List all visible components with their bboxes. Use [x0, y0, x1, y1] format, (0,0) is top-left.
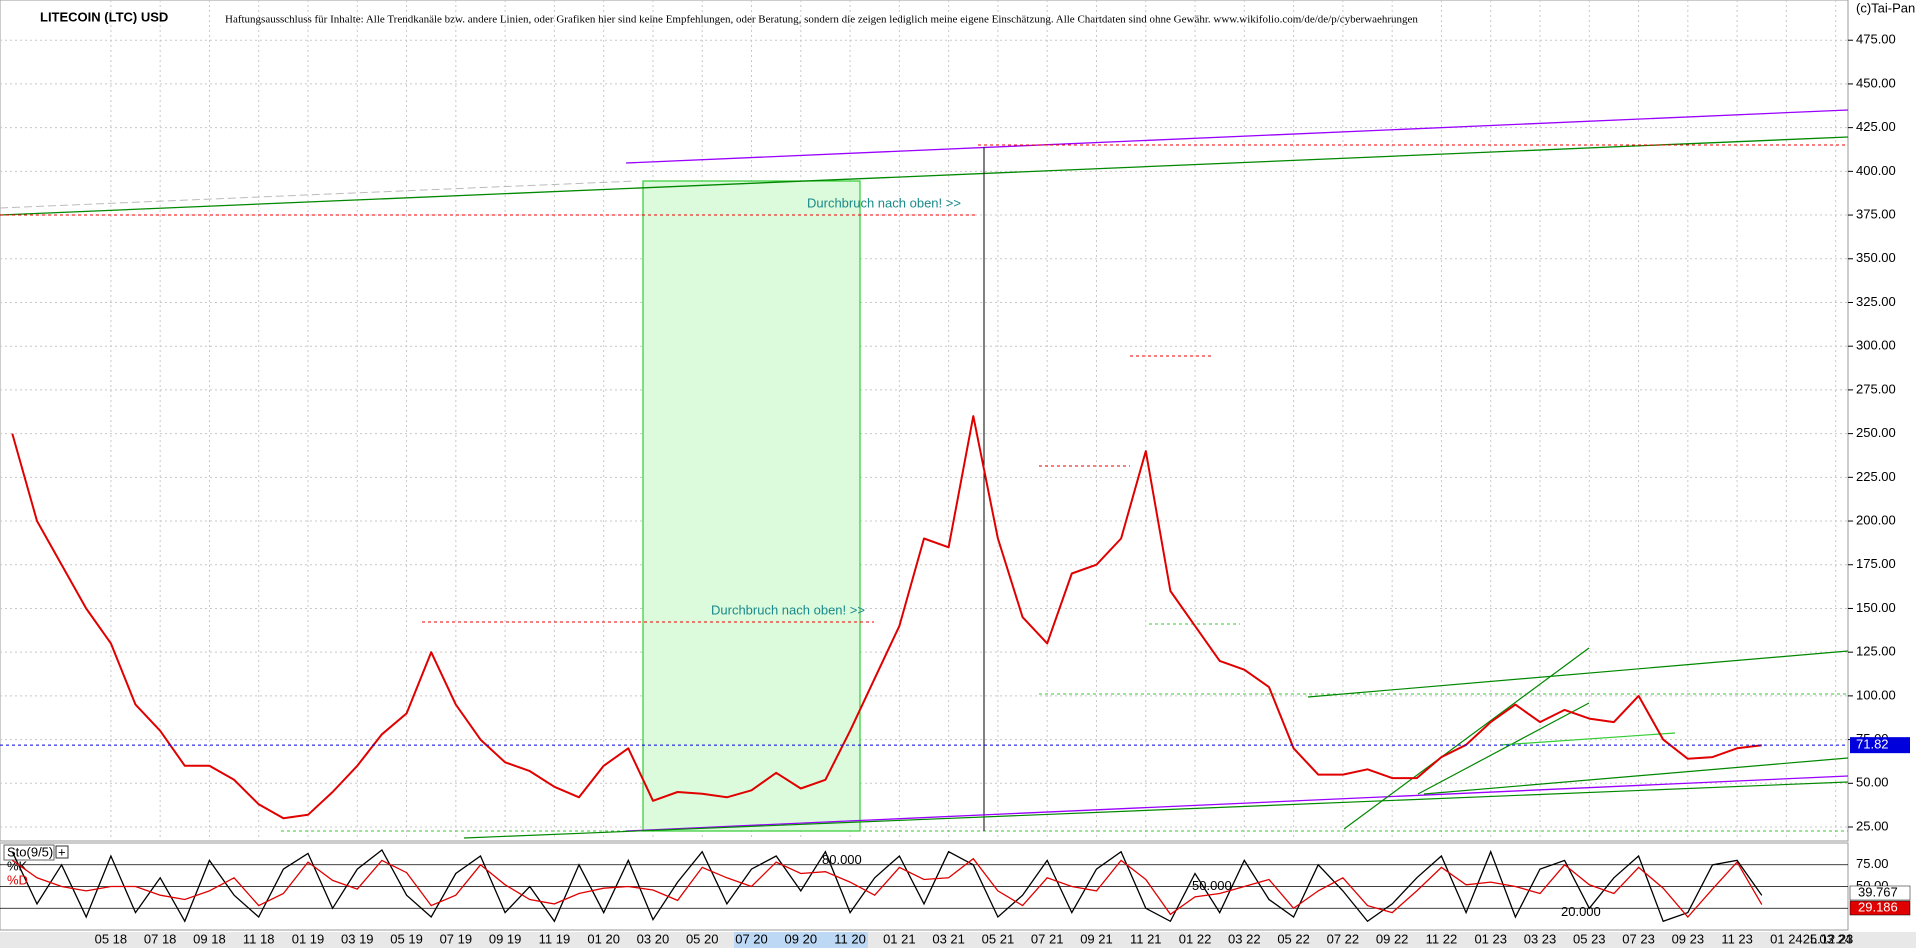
x-tick-label: 03 24: [1819, 931, 1852, 946]
scale-mark: L: [1810, 931, 1817, 946]
trend-line: [0, 136, 1849, 216]
add-icon[interactable]: +: [58, 844, 66, 859]
y-tick-label: 350.00: [1856, 250, 1896, 265]
x-tick-label: 07 23: [1622, 931, 1655, 946]
x-tick-label: 01 23: [1474, 931, 1507, 946]
x-tick-label: 05 22: [1277, 931, 1310, 946]
x-tick-label: 05 21: [982, 931, 1015, 946]
osc-level-label: 20.000: [1561, 904, 1601, 919]
osc-tick-label: 75.00: [1856, 856, 1889, 871]
chart-title: LITECOIN (LTC) USD: [40, 9, 168, 24]
x-tick-label: 09 20: [785, 931, 818, 946]
osc-line: [11, 849, 1763, 923]
trend-line: [625, 109, 1849, 164]
trend-line: [463, 781, 1849, 839]
add-button[interactable]: [55, 845, 69, 859]
osc-line: [11, 857, 1763, 918]
osc-value-box: [1849, 885, 1911, 901]
y-tick-label: 475.00: [1856, 32, 1896, 47]
y-tick-label: 425.00: [1856, 119, 1896, 134]
annotation: Durchbruch nach oben! >>: [807, 195, 961, 210]
osc-value-label: 29.186: [1858, 899, 1898, 914]
x-tick-label: 01 22: [1179, 931, 1212, 946]
main-panel: [0, 0, 1849, 842]
y-tick-label: 100.00: [1856, 687, 1896, 702]
x-tick-label: 09 22: [1376, 931, 1409, 946]
x-tick-label: 11 22: [1426, 931, 1458, 946]
trend-line: [1499, 732, 1676, 746]
x-tick-label: 07 20: [735, 931, 768, 946]
x-tick-label: 09 23: [1672, 931, 1705, 946]
trend-line: [625, 775, 1849, 832]
x-tick-label: 07 19: [440, 931, 473, 946]
x-tick-label: 01 20: [587, 931, 620, 946]
y-tick-label: 25.00: [1856, 818, 1889, 833]
x-tick-label: 09 18: [193, 931, 226, 946]
x-tick-label: 05 20: [686, 931, 719, 946]
price-line: [11, 415, 1762, 820]
x-axis-strip: [0, 932, 1916, 948]
y-tick-label: 450.00: [1856, 75, 1896, 90]
x-tick-label: 11 23: [1721, 931, 1753, 946]
osc-value-label: 39.767: [1858, 884, 1898, 899]
annotation: Durchbruch nach oben! >>: [711, 602, 865, 617]
y-tick-label: 200.00: [1856, 512, 1896, 527]
x-tick-label: 07 18: [144, 931, 177, 946]
y-tick-label: 250.00: [1856, 425, 1896, 440]
y-tick-label: 325.00: [1856, 294, 1896, 309]
trend-line: [1343, 647, 1590, 830]
date-label: 25.12.23: [1803, 931, 1854, 946]
x-tick-label: 05 19: [390, 931, 423, 946]
trend-line: [1417, 702, 1590, 795]
x-tick-label: 07 22: [1327, 931, 1360, 946]
osc-value-box: [1849, 900, 1911, 916]
x-tick-label: 11 20: [834, 931, 866, 946]
trend-line: [0, 180, 637, 209]
y-tick-label: 300.00: [1856, 338, 1896, 353]
current-price-label: 71.82: [1856, 737, 1889, 752]
osc-legend: %K: [7, 858, 28, 873]
y-tick-label: 150.00: [1856, 600, 1896, 615]
current-price-box: [1850, 737, 1910, 754]
oscillator-title: Sto(9/5): [7, 844, 53, 859]
x-tick-label: 01 24: [1770, 931, 1803, 946]
trend-line: [1423, 757, 1849, 795]
trend-line: [1307, 650, 1849, 698]
y-tick-label: 400.00: [1856, 163, 1896, 178]
y-tick-label: 50.00: [1856, 775, 1889, 790]
x-tick-label: 03 20: [637, 931, 670, 946]
copyright: (c)Tai-Pan: [1856, 0, 1915, 15]
x-tick-label: 01 21: [883, 931, 916, 946]
y-tick-label: 375.00: [1856, 206, 1896, 221]
osc-level-label: 50.000: [1192, 878, 1232, 893]
x-tick-label: 03 22: [1228, 931, 1261, 946]
x-tick-label: 11 18: [243, 931, 275, 946]
x-tick-label: 03 23: [1524, 931, 1557, 946]
x-tick-label: 01 19: [292, 931, 325, 946]
y-tick-label: 175.00: [1856, 556, 1896, 571]
x-axis-highlight: [734, 932, 868, 948]
grid: [0, 0, 1848, 930]
x-tick-label: 11 19: [539, 931, 571, 946]
breakout-zone: [642, 180, 861, 832]
oscillator-title-box: [3, 844, 55, 861]
x-tick-label: 03 19: [341, 931, 374, 946]
y-tick-label: 275.00: [1856, 381, 1896, 396]
x-tick-label: 09 21: [1080, 931, 1113, 946]
x-tick-label: 09 19: [489, 931, 522, 946]
x-tick-label: 11 21: [1130, 931, 1162, 946]
y-tick-label: 125.00: [1856, 644, 1896, 659]
osc-level-label: 80.000: [822, 852, 862, 867]
x-tick-label: 05 23: [1573, 931, 1606, 946]
x-tick-label: 07 21: [1031, 931, 1064, 946]
disclaimer: Haftungsausschluss für Inhalte: Alle Tre…: [225, 14, 1418, 26]
y-tick-label: 225.00: [1856, 469, 1896, 484]
x-tick-label: 03 21: [932, 931, 965, 946]
x-tick-label: 05 18: [95, 931, 128, 946]
osc-legend: %D: [7, 872, 28, 887]
